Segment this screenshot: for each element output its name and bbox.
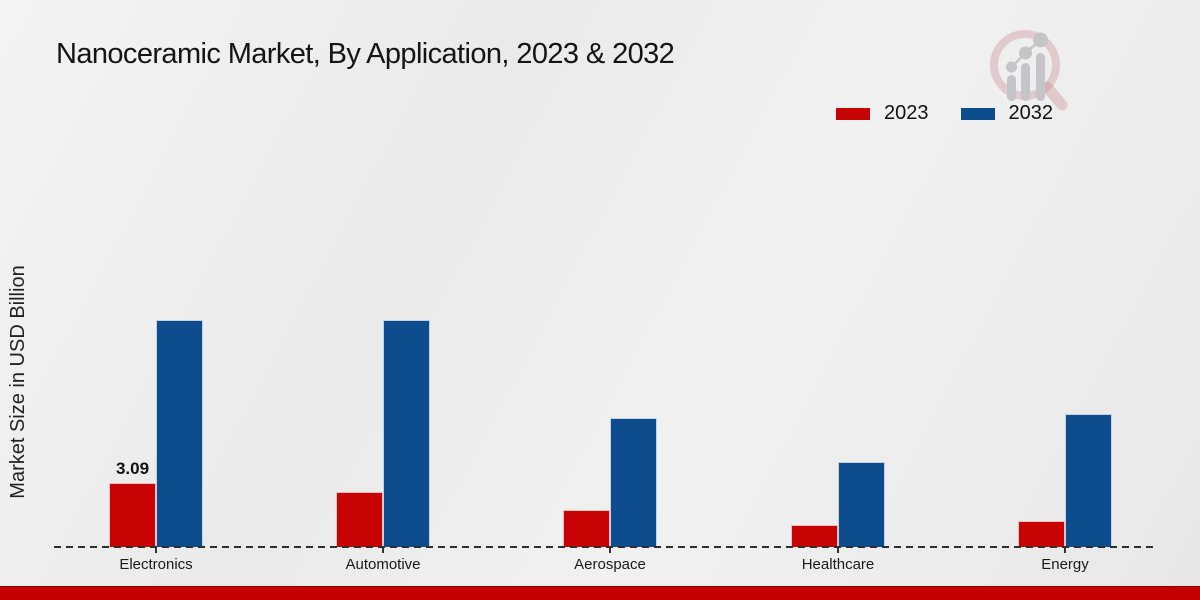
x-axis-label-automotive: Automotive xyxy=(345,556,421,573)
legend-label-2023: 2023 xyxy=(884,102,929,124)
x-axis-label-electronics: Electronics xyxy=(119,556,193,573)
bar-aerospace-2032 xyxy=(610,418,657,547)
legend-swatch-2023 xyxy=(836,107,870,120)
bar-energy-2032 xyxy=(1065,414,1112,547)
x-axis-tick-electronics xyxy=(155,548,157,553)
x-axis-line xyxy=(54,546,1158,548)
magnifier-growth-icon xyxy=(990,30,1068,111)
bar-healthcare-2032 xyxy=(838,462,885,547)
x-axis-tick-energy xyxy=(1064,548,1066,553)
x-axis-tick-automotive xyxy=(382,548,384,553)
bar-energy-2023 xyxy=(1018,521,1065,547)
bar-automotive-2023 xyxy=(336,492,383,547)
legend-label-2032: 2032 xyxy=(1008,102,1054,124)
market-research-future-logo xyxy=(985,23,1085,123)
legend-swatch-2032 xyxy=(960,107,995,120)
bar-aerospace-2023 xyxy=(563,510,610,547)
bar-electronics-2023 xyxy=(109,483,156,547)
x-axis-label-healthcare: Healthcare xyxy=(801,556,875,573)
chart-title: Nanoceramic Market, By Application, 2023… xyxy=(56,38,675,70)
data-label-electronics-2023: 3.09 xyxy=(115,458,150,478)
bar-healthcare-2023 xyxy=(791,525,838,547)
x-axis-label-aerospace: Aerospace xyxy=(574,556,646,573)
bottom-accent-bar xyxy=(0,586,1200,600)
legend-item-2023: 2023 xyxy=(836,102,929,125)
x-axis-tick-aerospace xyxy=(609,548,611,553)
legend: 2023 2032 xyxy=(836,102,1053,125)
bar-automotive-2032 xyxy=(383,320,430,547)
bar-electronics-2032 xyxy=(156,320,203,547)
x-axis-tick-healthcare xyxy=(837,548,839,553)
x-axis-label-energy: Energy xyxy=(1041,556,1089,573)
legend-item-2032: 2032 xyxy=(960,102,1054,125)
